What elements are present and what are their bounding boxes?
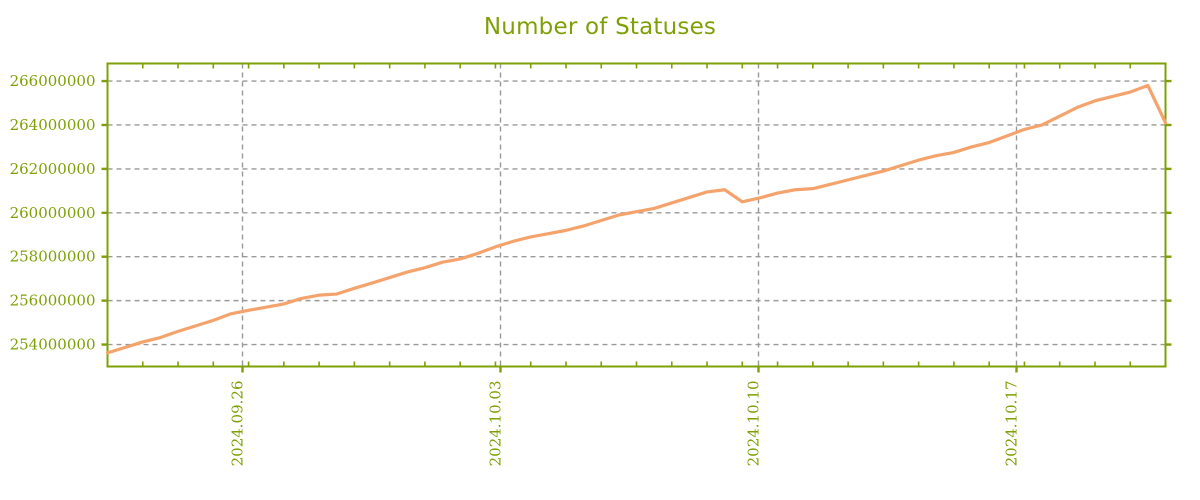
x-tick-label: 2024.10.03 bbox=[487, 381, 505, 467]
x-axis-tick-labels: 2024.09.26 2024.10.03 2024.10.10 2024.10.17 bbox=[229, 381, 1021, 467]
y-tick-label: 254000000 bbox=[10, 336, 96, 354]
x-tick-label: 2024.09.26 bbox=[229, 381, 247, 467]
y-tick-label: 260000000 bbox=[10, 204, 96, 222]
y-tick-label: 266000000 bbox=[10, 72, 96, 90]
x-tick-label: 2024.10.10 bbox=[745, 381, 763, 467]
vertical-gridlines bbox=[241, 63, 1018, 367]
x-axis-ticks-top bbox=[141, 63, 1132, 69]
y-tick-label: 262000000 bbox=[10, 160, 96, 178]
y-tick-label: 258000000 bbox=[10, 248, 96, 266]
plot-area-border bbox=[106, 62, 1167, 368]
y-axis-ticks bbox=[101, 79, 108, 346]
chart-title: Number of Statuses bbox=[483, 14, 717, 40]
x-tick-label: 2024.10.17 bbox=[1003, 381, 1021, 467]
data-series-group bbox=[105, 83, 1168, 355]
y-tick-label: 256000000 bbox=[10, 292, 96, 310]
y-axis-tick-labels: 254000000 256000000 258000000 260000000 2620… bbox=[10, 72, 96, 353]
y-tick-label: 264000000 bbox=[10, 116, 96, 134]
series-line-number-of-statuses bbox=[105, 83, 1168, 355]
x-axis-ticks bbox=[141, 361, 1132, 373]
y-axis-ticks-right bbox=[1165, 79, 1172, 346]
